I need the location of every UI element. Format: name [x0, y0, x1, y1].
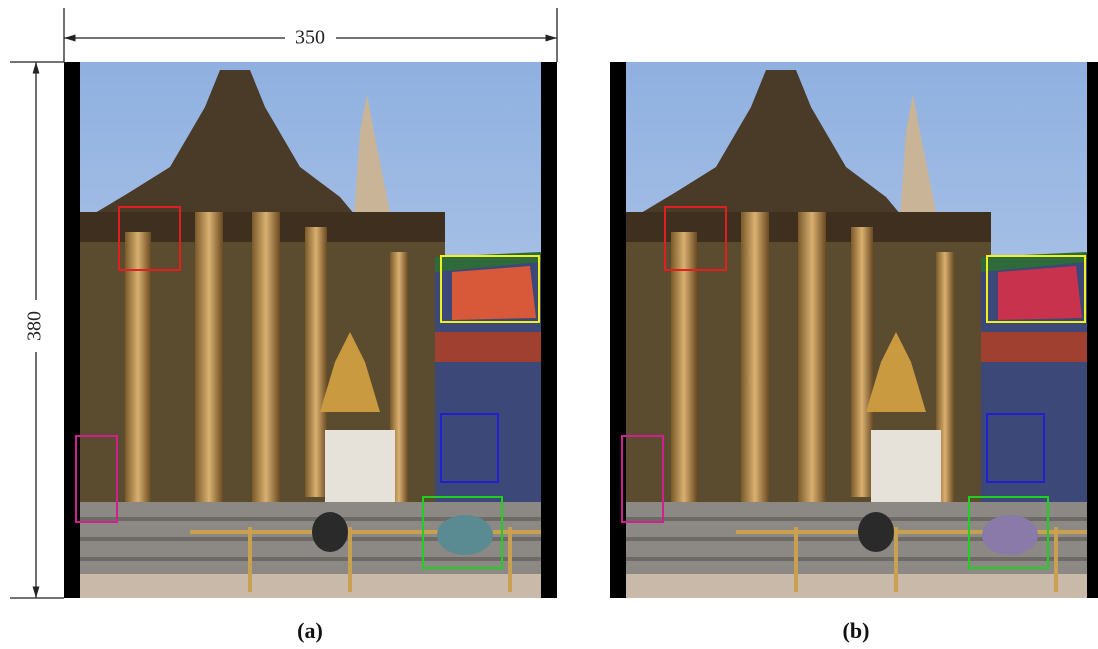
box: [664, 206, 727, 271]
height-label: 380: [24, 311, 46, 341]
box: [986, 255, 1086, 323]
box: [621, 435, 664, 523]
width-label: 350: [295, 27, 325, 49]
box: [118, 206, 181, 271]
panel-label: (a): [297, 618, 323, 643]
elephant: [437, 515, 493, 555]
panel-label: (b): [843, 618, 870, 643]
panel-a: [64, 62, 557, 598]
box: [986, 413, 1045, 483]
region-boxes: [621, 206, 1086, 569]
panel-b: [610, 62, 1098, 598]
box: [968, 496, 1049, 569]
box: [440, 413, 499, 483]
elephant: [982, 515, 1038, 555]
roof-tile: [452, 266, 536, 320]
box: [75, 435, 118, 523]
box: [422, 496, 503, 569]
roof-tile: [998, 266, 1082, 320]
box: [440, 255, 540, 323]
region-boxes: [75, 206, 540, 569]
